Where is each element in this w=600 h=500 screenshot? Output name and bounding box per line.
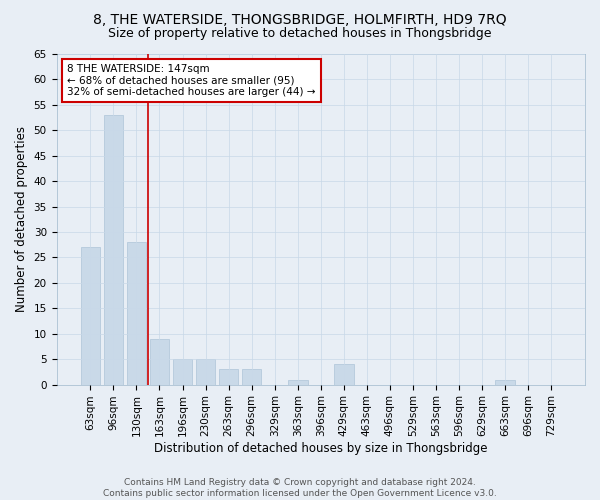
Y-axis label: Number of detached properties: Number of detached properties xyxy=(15,126,28,312)
Bar xyxy=(149,339,169,384)
Bar xyxy=(104,115,123,384)
Bar xyxy=(173,359,193,384)
Bar xyxy=(496,380,515,384)
Text: Size of property relative to detached houses in Thongsbridge: Size of property relative to detached ho… xyxy=(108,28,492,40)
X-axis label: Distribution of detached houses by size in Thongsbridge: Distribution of detached houses by size … xyxy=(154,442,488,455)
Bar xyxy=(242,370,262,384)
Text: Contains HM Land Registry data © Crown copyright and database right 2024.
Contai: Contains HM Land Registry data © Crown c… xyxy=(103,478,497,498)
Bar xyxy=(127,242,146,384)
Bar xyxy=(334,364,353,384)
Bar xyxy=(196,359,215,384)
Text: 8, THE WATERSIDE, THONGSBRIDGE, HOLMFIRTH, HD9 7RQ: 8, THE WATERSIDE, THONGSBRIDGE, HOLMFIRT… xyxy=(93,12,507,26)
Bar xyxy=(288,380,308,384)
Text: 8 THE WATERSIDE: 147sqm
← 68% of detached houses are smaller (95)
32% of semi-de: 8 THE WATERSIDE: 147sqm ← 68% of detache… xyxy=(67,64,316,97)
Bar xyxy=(219,370,238,384)
Bar xyxy=(80,248,100,384)
